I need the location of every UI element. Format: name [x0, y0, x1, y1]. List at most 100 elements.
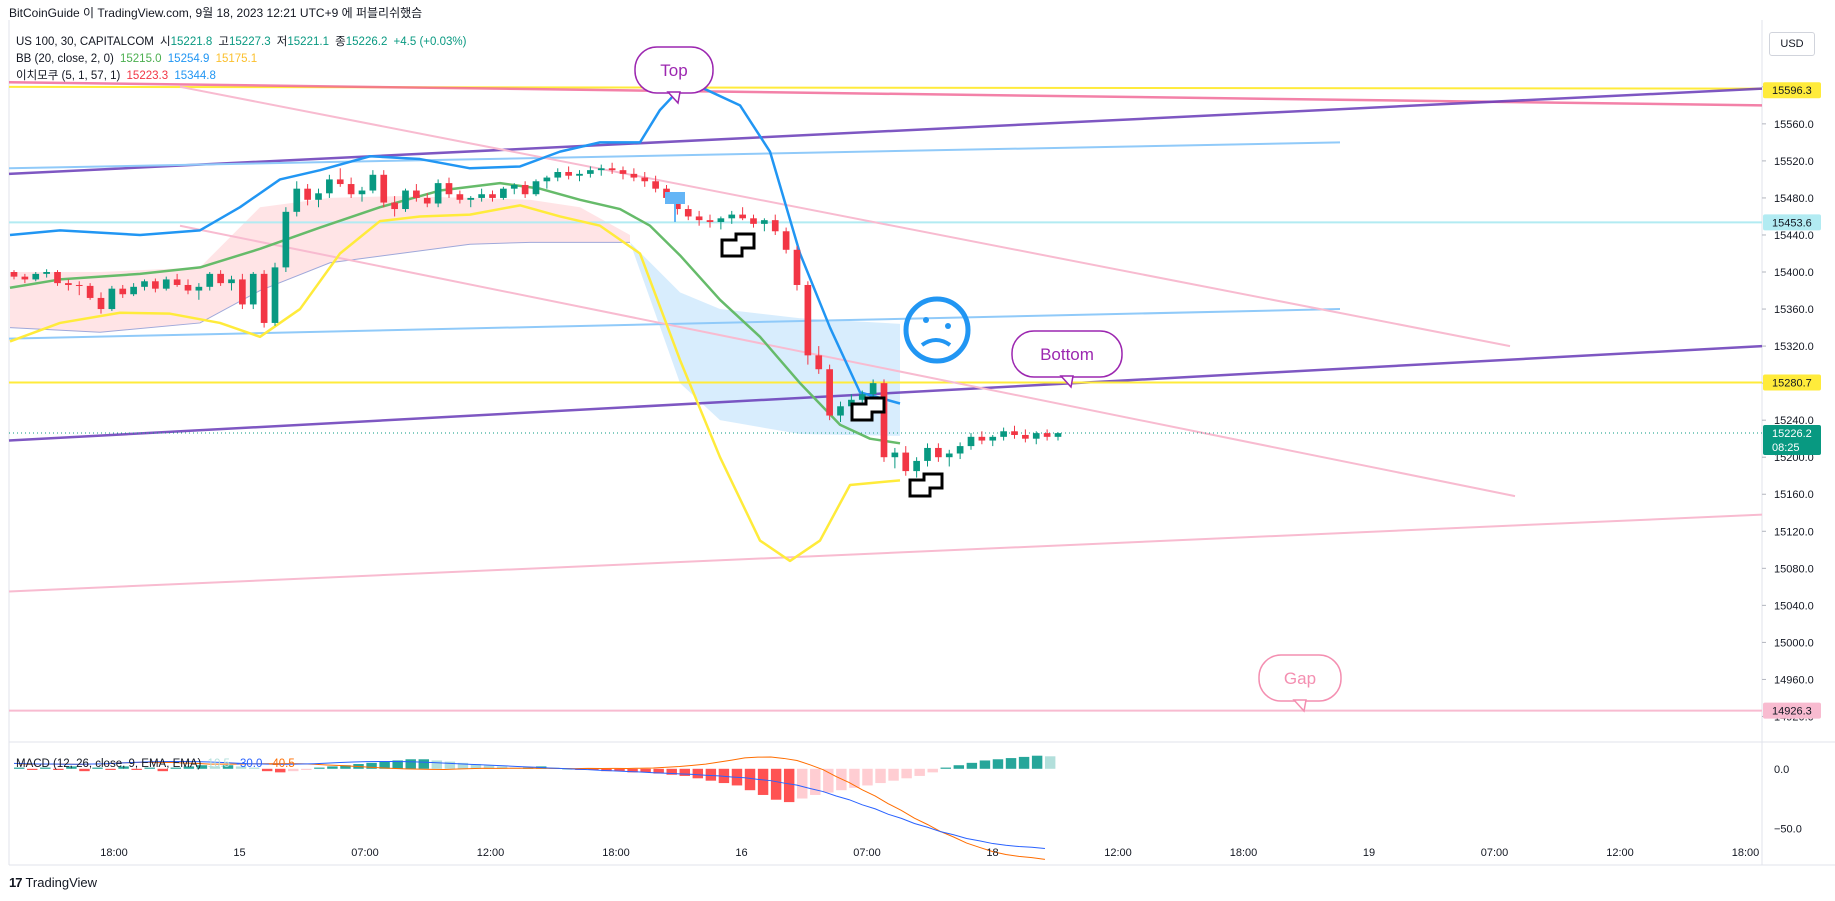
legend-low-label: 저 [276, 36, 288, 48]
candle-body [684, 209, 692, 217]
legend-ichimoku-row[interactable]: 이치모쿠 (5, 1, 57, 1) 15223.3 15344.8 [16, 68, 466, 85]
time-tick-label: 18 [986, 847, 998, 859]
price-axis-label-text: 14926.3 [1772, 706, 1812, 718]
candle-body [913, 460, 920, 472]
time-tick-label: 07:00 [1481, 847, 1509, 859]
macd-histogram-bar [157, 768, 168, 772]
footer-brand[interactable]: 17 TradingView [9, 875, 97, 890]
candle-body [54, 272, 61, 284]
candle-body [1032, 433, 1040, 439]
candle [304, 184, 311, 206]
candle [369, 170, 377, 194]
macd-histogram-bar [666, 768, 677, 775]
macd-histogram-bar [979, 760, 991, 769]
macd-histogram-bar [862, 768, 873, 786]
macd-legend-signal: -40.5 [268, 758, 295, 770]
macd-histogram-bar [40, 767, 51, 769]
candle-body [804, 284, 812, 356]
annotation-gap-text: Gap [1284, 669, 1316, 688]
candle-body [826, 369, 833, 416]
candle-body [815, 355, 823, 370]
price-tick-label: 15360.0 [1774, 304, 1814, 316]
candle-body [717, 218, 725, 223]
candle-body [162, 279, 170, 289]
legend-bb-basis: 15215.0 [120, 53, 162, 65]
macd-histogram-bar [144, 767, 155, 769]
macd-histogram-bar [888, 768, 899, 781]
candle-body [543, 177, 551, 182]
bollinger-bands [9, 85, 901, 563]
macd-histogram-bar [496, 766, 508, 769]
candle-body [21, 276, 29, 280]
legend-open-value: 15221.8 [170, 36, 213, 48]
macd-histogram-bar [92, 767, 103, 769]
candle [152, 278, 159, 293]
price-axis-label-sub: 08:25 [1772, 442, 1800, 454]
candle-body [924, 447, 931, 461]
candles [10, 162, 1062, 478]
legend-bb-row[interactable]: BB (20, close, 2, 0) 15215.0 15254.9 151… [16, 51, 466, 68]
macd-histogram-bar [770, 768, 782, 800]
candle [195, 283, 203, 300]
candle [97, 292, 105, 314]
time-tick-label: 19 [1363, 847, 1375, 859]
candle [619, 166, 627, 180]
candle [413, 184, 420, 202]
candle [1000, 427, 1007, 441]
price-tick-label: 15440.0 [1774, 230, 1814, 242]
legend-ichimoku-a: 15223.3 [126, 70, 169, 82]
candle-body [1000, 431, 1007, 437]
candle-body [641, 177, 649, 182]
purple-upper-channel [8, 87, 1763, 176]
time-axis[interactable]: 18:00 15 07:00 12:00 18:00 16 07:00 18 12:00 18:0… [100, 847, 1759, 859]
macd-histogram-bar [679, 768, 690, 776]
macd-histogram-bar [966, 762, 978, 769]
price-tick-label: 14960.0 [1774, 674, 1814, 686]
time-tick-label: 12:00 [1606, 847, 1634, 859]
candle-body [206, 273, 214, 287]
price-tick-label: 15160.0 [1774, 489, 1814, 501]
publisher-line: BitCoinGuide 이 TradingView.com, 9월 18, 2… [9, 6, 423, 20]
macd-legend[interactable]: MACD (12, 26, close, 9, EMA, EMA) 10.5 -… [16, 758, 295, 770]
bb-lower-line [9, 204, 901, 563]
candle-body [837, 406, 844, 416]
macd-histogram-bar [953, 765, 965, 769]
price-axis-label-text: 15596.3 [1772, 85, 1812, 97]
candle-body [260, 273, 268, 323]
price-axis-label-bg [1763, 702, 1821, 719]
candle-body [619, 170, 627, 174]
legend-bb-upper: 15254.9 [167, 53, 210, 65]
price-tick-label: 15560.0 [1774, 119, 1814, 131]
candle-body [935, 447, 942, 458]
macd-tick-label: 0.0 [1774, 764, 1789, 776]
time-tick-label: 18:00 [1732, 847, 1760, 859]
macd-histogram-bar [444, 761, 456, 769]
price-tick-label: 15320.0 [1774, 341, 1814, 353]
candle-body [771, 220, 779, 232]
candle [86, 283, 94, 300]
candle [239, 273, 246, 310]
candle-body [597, 168, 605, 171]
candle [162, 276, 170, 291]
candle-body [152, 281, 159, 289]
currency-button[interactable]: USD [1769, 32, 1815, 56]
candle-body [880, 383, 888, 458]
candle-body [739, 214, 746, 219]
pointing-hand-icon [720, 232, 756, 258]
annotation-top: Top [634, 46, 714, 105]
price-tick-label: 15040.0 [1774, 600, 1814, 612]
macd-histogram-bar [327, 766, 338, 769]
time-tick-label: 18:00 [602, 847, 630, 859]
candle-body [358, 190, 366, 195]
price-axis[interactable]: 15600.015560.015520.015480.015440.015400… [1762, 82, 1821, 835]
macd-histogram-bar [614, 768, 625, 772]
macd-histogram-bar [392, 760, 403, 769]
candle [597, 164, 605, 176]
macd-histogram-bar [131, 768, 142, 770]
chart-legend: US 100, 30, CAPITALCOM 시15221.8 고15227.3… [16, 34, 466, 85]
candle-body [402, 190, 409, 210]
candle-body [86, 285, 94, 298]
candle-body [587, 170, 594, 174]
pointing-hand-icon-shape [850, 396, 886, 422]
